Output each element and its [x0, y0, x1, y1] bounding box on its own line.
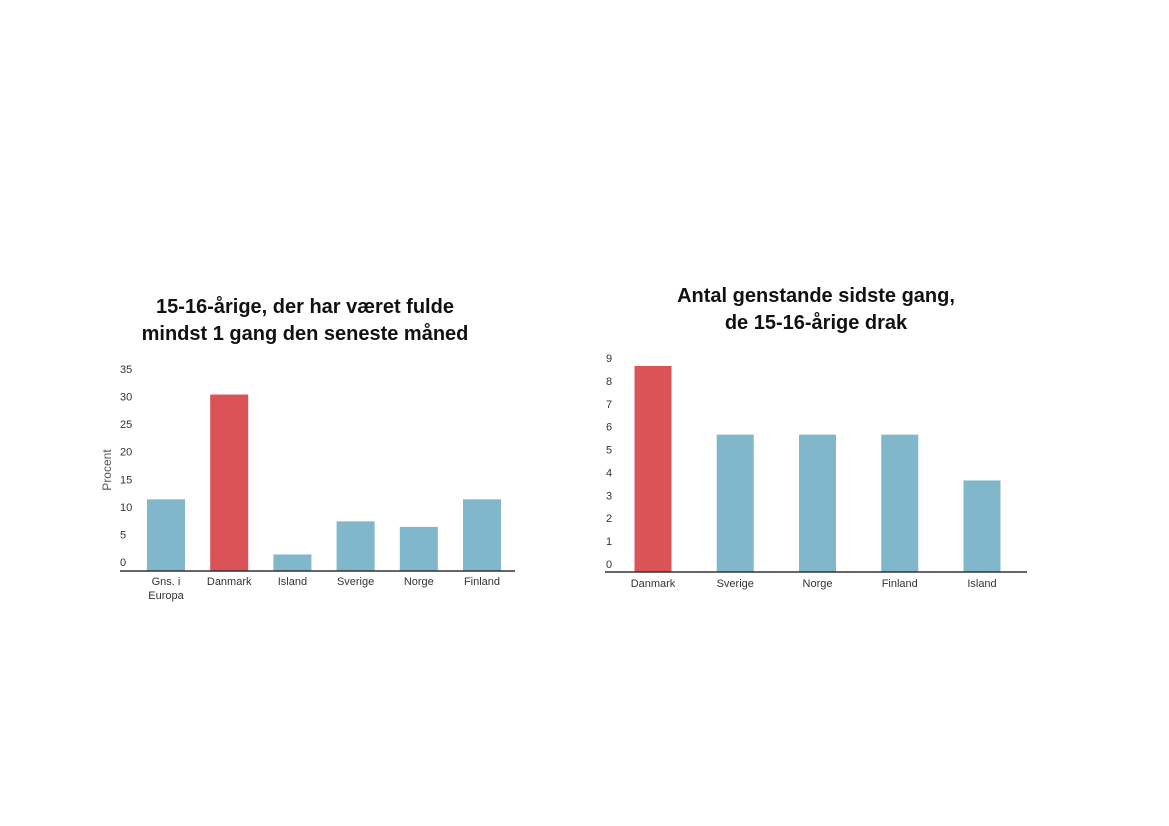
chart1-category-label: Gns. i: [152, 576, 181, 588]
chart2-title-line-2: de 15-16-årige drak: [724, 312, 908, 334]
chart1-ytick-label: 10: [120, 502, 132, 514]
chart1-category-label: Danmark: [207, 576, 252, 588]
chart1-ytick-label: 0: [120, 557, 126, 569]
chart1-bar: [210, 394, 249, 571]
chart1-title-line-2: mindst 1 gang den seneste måned: [141, 323, 469, 345]
chart1-bar: [463, 499, 501, 571]
chart2-bar: [963, 480, 1001, 572]
chart2-bar: [634, 366, 672, 572]
chart1-bar: [399, 526, 438, 571]
chart2-ytick-label: 3: [606, 490, 612, 502]
chart1-ytick-label: 5: [120, 529, 126, 541]
chart2-ytick-label: 4: [606, 467, 612, 479]
chart2-category-label: Island: [967, 578, 996, 590]
chart2-ytick-label: 6: [606, 422, 612, 434]
chart1-ylabel: Procent: [100, 449, 114, 491]
chart2-bar: [881, 434, 919, 572]
chart1-title-line-1: 15-16-årige, der har været fulde: [156, 296, 454, 318]
chart2-plot: 0 1 2 3 4 5 6 7 8 9 Danmark Sverige Norge Finland Isla…: [605, 353, 1027, 590]
chart1-ytick-label: 25: [120, 419, 132, 431]
chart1-bar: [336, 521, 375, 571]
chart1-plot: 0 5 10 15 20 25 30 35 Procent Gns. i Europa Danmark…: [100, 364, 515, 602]
chart1-category-label: Finland: [464, 576, 500, 588]
chart2-ytick-label: 7: [606, 399, 612, 411]
chart1-ytick-label: 30: [120, 392, 132, 404]
chart2-ytick-label: 9: [606, 353, 612, 365]
chart1-ytick-label: 20: [120, 447, 132, 459]
chart2-ytick-label: 2: [606, 513, 612, 525]
chart2-bar: [799, 434, 836, 572]
chart2-category-label: Finland: [882, 578, 918, 590]
chart1-title: 15-16-årige, der har været fulde mindst …: [105, 294, 505, 348]
chart1-ytick-label: 35: [120, 364, 132, 376]
chart2-ytick-label: 0: [606, 559, 612, 571]
chart1-category-label: Europa: [148, 590, 184, 602]
chart2-ytick-label: 1: [606, 536, 612, 548]
chart1-category-label: Island: [278, 576, 307, 588]
chart2-ytick-label: 8: [606, 376, 612, 388]
chart2-bar: [716, 434, 754, 572]
chart1-category-label: Norge: [404, 576, 434, 588]
chart2-ytick-label: 5: [606, 445, 612, 457]
chart2-title: Antal genstande sidste gang, de 15-16-år…: [616, 283, 1016, 337]
chart1-ytick-label: 15: [120, 474, 132, 486]
chart2-category-label: Norge: [803, 578, 833, 590]
chart2-title-line-1: Antal genstande sidste gang,: [677, 285, 955, 307]
chart2-category-label: Sverige: [717, 578, 754, 590]
chart1-category-label: Sverige: [337, 576, 374, 588]
chart2-category-label: Danmark: [631, 578, 676, 590]
chart1-bar: [147, 499, 185, 571]
chart1-bar: [273, 554, 312, 571]
